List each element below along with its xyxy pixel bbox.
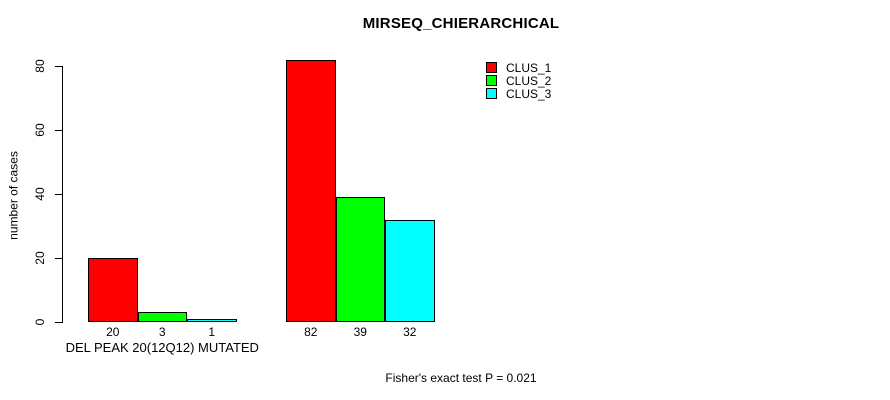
bar-clus_1-group2 [286, 59, 336, 322]
bar-clus_2-group2 [335, 197, 385, 322]
bar-value-label: 32 [403, 325, 417, 339]
y-tick [55, 257, 62, 259]
y-tick [55, 193, 62, 195]
bar-value-label: 20 [106, 325, 120, 339]
y-tick [55, 65, 62, 67]
legend-label: CLUS_2 [506, 74, 552, 88]
bar-value-label: 39 [353, 325, 367, 339]
y-tick [55, 321, 62, 323]
bar-clus_3-group2 [385, 219, 435, 322]
y-tick-label: 20 [33, 251, 47, 265]
bar-value-label: 1 [208, 325, 216, 339]
x-axis-group-label: DEL PEAK 20(12Q12) MUTATED [65, 340, 259, 355]
footnote: Fisher's exact test P = 0.021 [385, 371, 537, 385]
y-tick [55, 129, 62, 131]
legend-label: CLUS_3 [506, 87, 552, 101]
y-axis-label: number of cases [6, 151, 21, 240]
y-tick-label: 80 [33, 59, 47, 73]
legend-swatch-clus_3 [486, 88, 497, 99]
bar-clus_2-group1 [137, 312, 187, 322]
bar-clus_3-group1 [187, 318, 237, 322]
legend-swatch-clus_1 [486, 62, 497, 73]
legend-label: CLUS_1 [506, 61, 552, 75]
y-tick-label: 0 [33, 318, 47, 326]
bar-value-label: 3 [158, 325, 166, 339]
bar-value-label: 82 [304, 325, 318, 339]
bar-clus_1-group1 [88, 258, 138, 322]
y-axis-line [62, 66, 63, 323]
y-tick-label: 60 [33, 123, 47, 137]
chart-title: MIRSEQ_CHIERARCHICAL [362, 15, 560, 32]
y-tick-label: 40 [33, 187, 47, 201]
legend-swatch-clus_2 [486, 75, 497, 86]
